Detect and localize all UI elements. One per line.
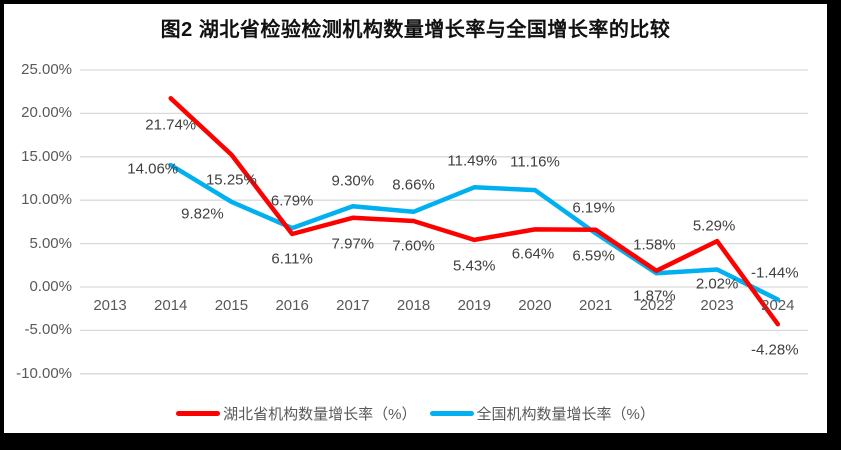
chart-area: 图2 湖北省检验检测机构数量增长率与全国增长率的比较 25.00% 20.00% 1…	[4, 4, 827, 433]
legend-item-0: 湖北省机构数量增长率（%）	[176, 403, 417, 424]
plot-area	[80, 69, 808, 375]
legend-line-swatch	[176, 411, 221, 416]
legend-item-1: 全国机构数量增长率（%）	[429, 403, 655, 424]
chart-title: 图2 湖北省检验检测机构数量增长率与全国增长率的比较	[160, 19, 671, 41]
legend-label: 全国机构数量增长率（%）	[476, 406, 655, 423]
legend-line-swatch	[429, 411, 474, 416]
series-line-0	[168, 96, 781, 327]
legend: 湖北省机构数量增长率（%） 全国机构数量增长率（%）	[4, 403, 827, 424]
legend-label: 湖北省机构数量增长率（%）	[223, 406, 417, 423]
series-line-1	[168, 162, 781, 302]
